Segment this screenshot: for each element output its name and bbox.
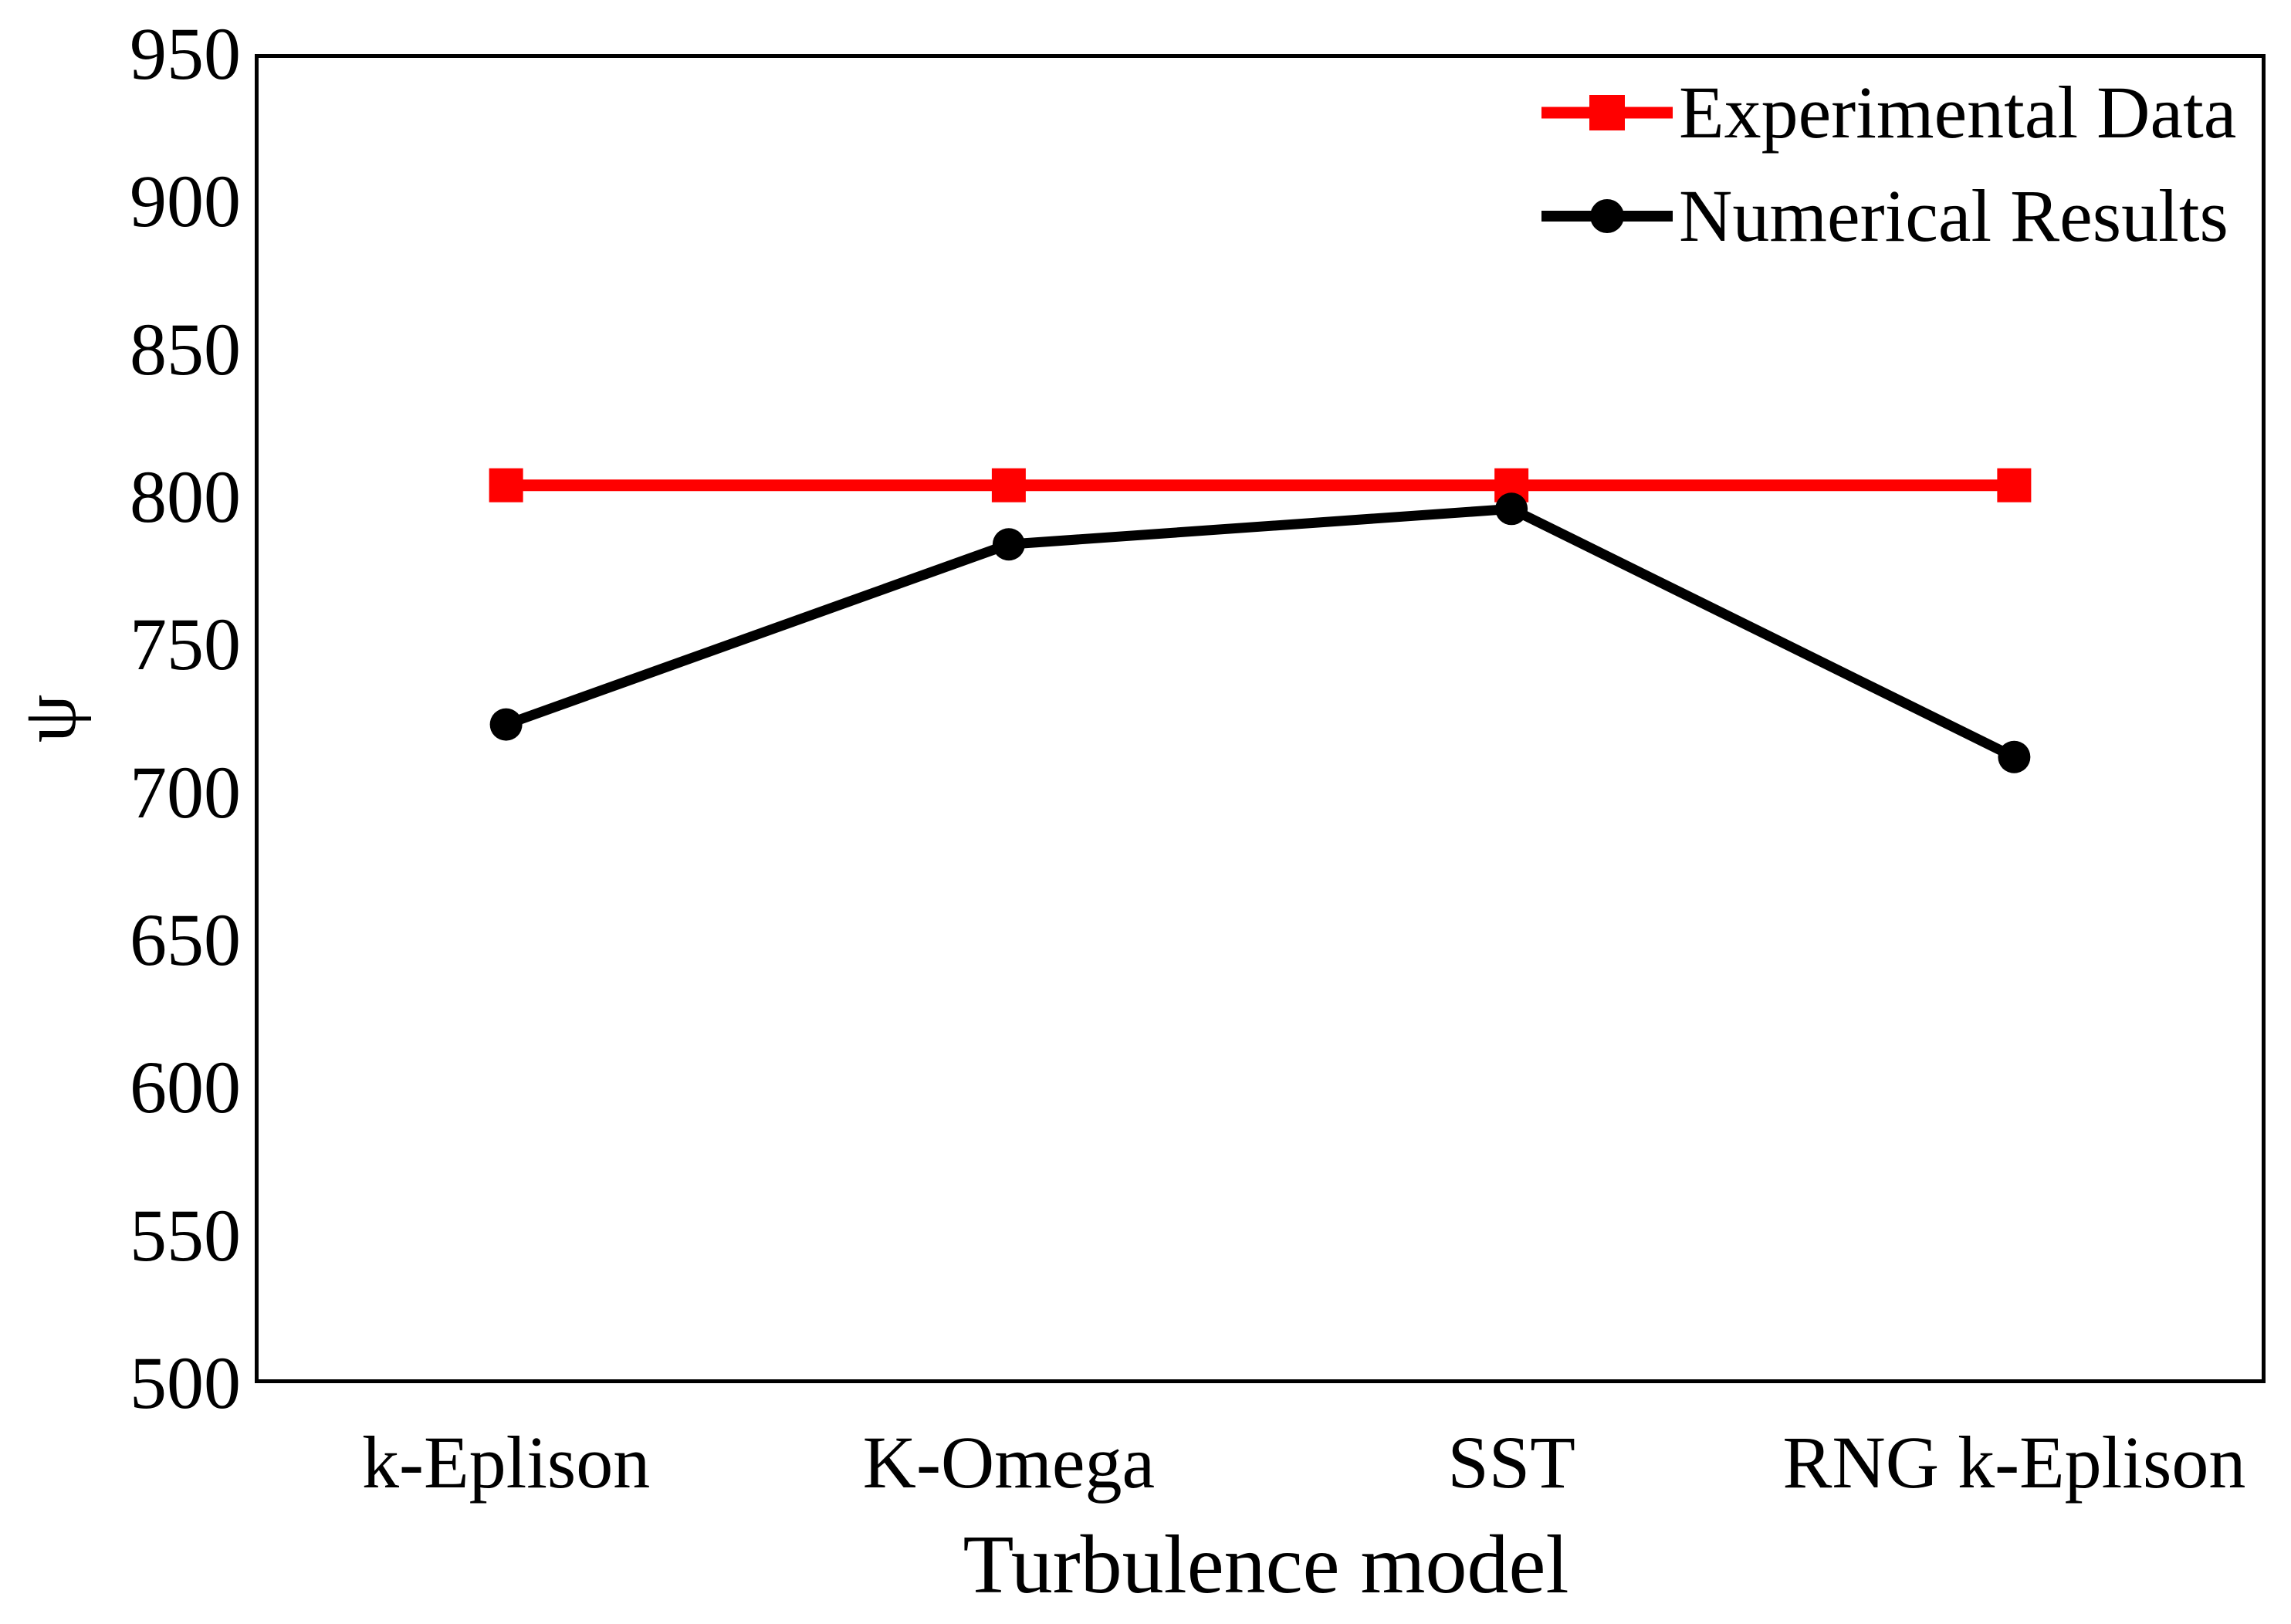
plot-border	[255, 54, 2266, 1383]
experimental-data-square-marker-icon	[1541, 95, 1673, 130]
x-axis-title: Turbulence model	[963, 1519, 1569, 1611]
x-tick-label-0: k-Eplison	[361, 1421, 651, 1504]
data-point-1-3	[1998, 740, 2031, 773]
legend-label-experimental-data: Experimental Data	[1679, 71, 2237, 154]
legend-item-experimental-data: Experimental Data	[1541, 61, 2236, 164]
y-tick-label-700: 700	[130, 750, 241, 834]
legend-label-numerical-results: Numerical Results	[1679, 174, 2228, 257]
y-tick-label-750: 750	[130, 603, 241, 686]
legend-item-numerical-results: Numerical Results	[1541, 164, 2236, 268]
y-tick-label-850: 850	[130, 307, 241, 391]
x-tick-label-2: SST	[1447, 1421, 1575, 1504]
y-tick-label-950: 950	[130, 12, 241, 95]
series-line-1	[504, 503, 2017, 762]
plot-area	[255, 54, 2266, 1383]
data-point-1-2	[1495, 492, 1528, 526]
y-axis-title: ψ	[6, 694, 92, 743]
y-tick-label-900: 900	[130, 160, 241, 243]
data-point-0-0	[489, 468, 523, 502]
x-tick-label-3: RNG k-Eplison	[1782, 1421, 2246, 1504]
y-tick-label-650: 650	[130, 898, 241, 981]
numerical-results-circle-marker-icon	[1541, 199, 1673, 233]
y-tick-label-600: 600	[130, 1046, 241, 1129]
data-point-1-0	[489, 708, 523, 741]
y-tick-label-500: 500	[130, 1341, 241, 1424]
data-point-0-3	[1997, 468, 2032, 502]
x-tick-label-1: K-Omega	[862, 1421, 1156, 1504]
y-tick-label-550: 550	[130, 1193, 241, 1277]
y-tick-label-800: 800	[130, 455, 241, 538]
data-point-0-1	[991, 468, 1026, 502]
data-point-1-1	[992, 528, 1025, 561]
legend: Experimental Data Numerical Results	[1541, 61, 2236, 268]
